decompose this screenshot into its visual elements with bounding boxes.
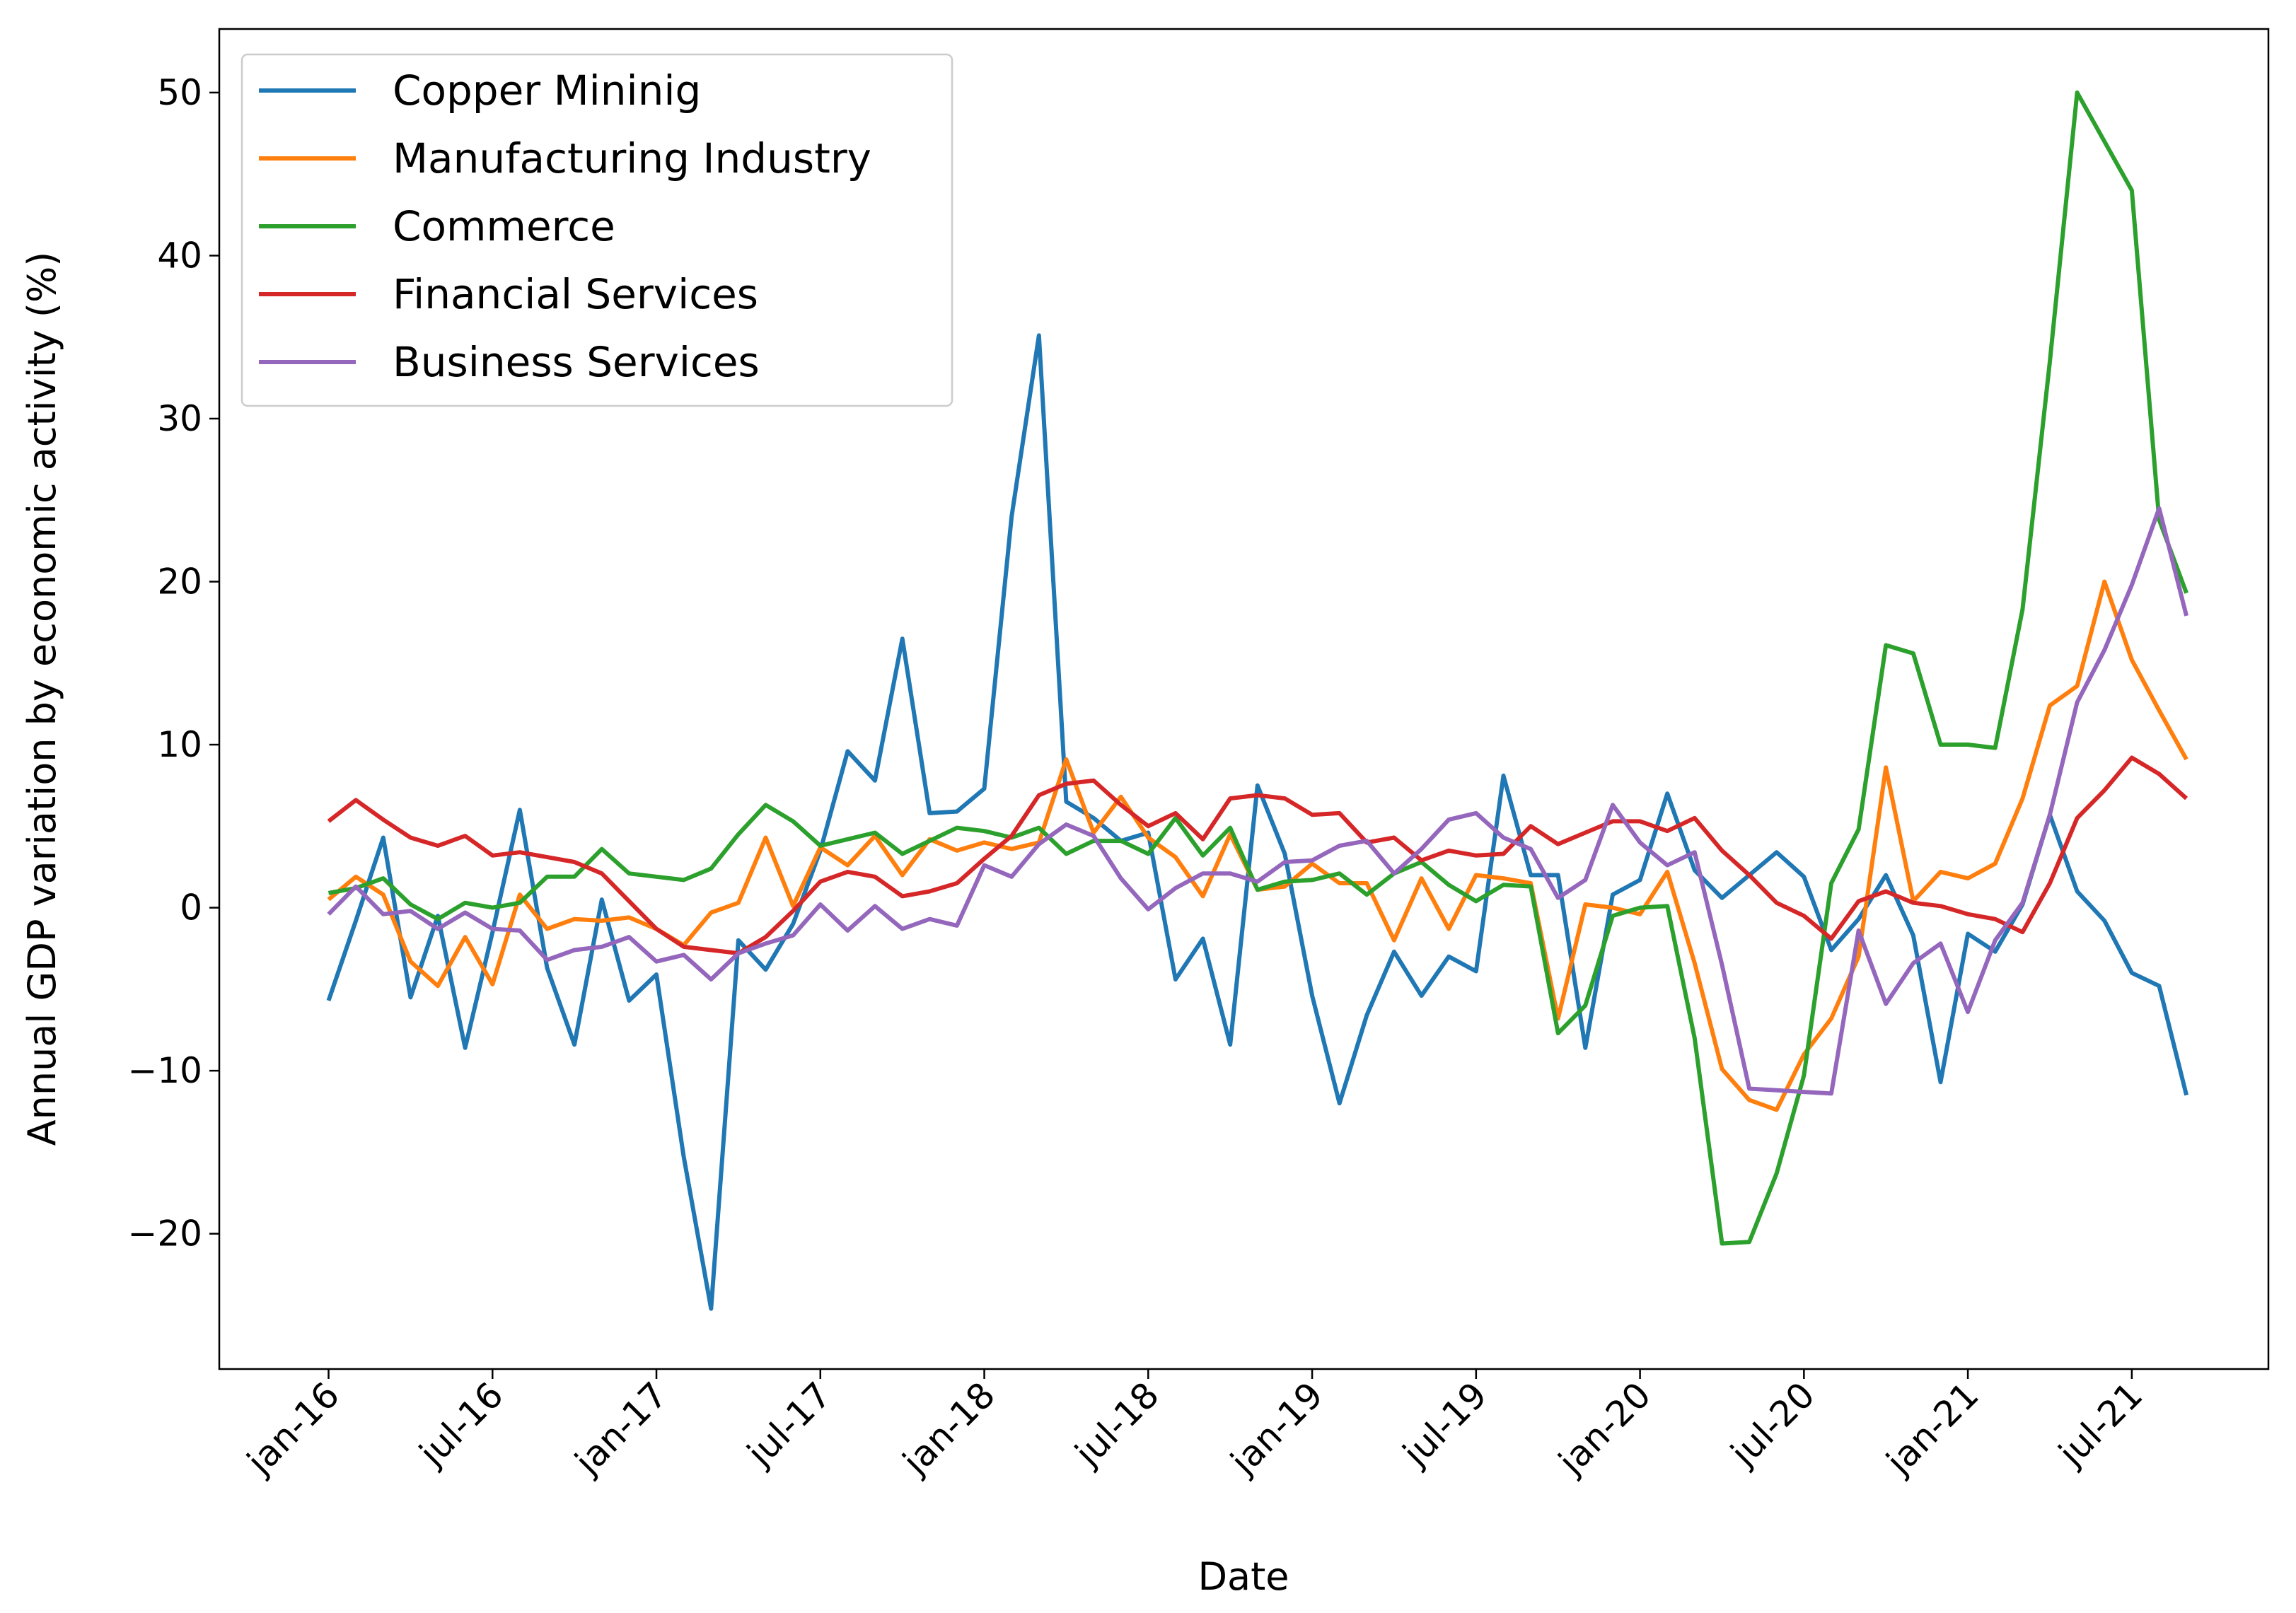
legend: Copper Mininig Manufacturing Industry Comm… [240,53,953,407]
y-tick-label: 30 [157,398,202,439]
y-axis-label: Annual GDP variation by economic activit… [20,252,64,1146]
x-tick-label: jul-16 [411,1374,511,1474]
legend-label: Commerce [393,202,615,250]
x-axis-label: Date [1198,1554,1289,1599]
x-tick-label: jan-17 [567,1374,675,1482]
plot-frame [218,28,2270,1370]
x-tick-label: jul-20 [1722,1374,1823,1474]
legend-label: Business Services [393,338,760,386]
y-tick-label: −20 [127,1213,202,1254]
x-tick-label: jan-20 [1550,1374,1659,1482]
x-tick-label: jan-16 [239,1374,347,1482]
x-tick-label: jul-19 [1395,1374,1495,1474]
y-tick-label: 40 [157,235,202,276]
legend-label: Copper Mininig [393,66,701,115]
x-tick-label: jan-18 [895,1374,1003,1482]
x-tick-label: jan-21 [1878,1374,1986,1482]
y-tick-label: −10 [127,1050,202,1091]
y-tick-label: 20 [157,561,202,602]
x-tick-label: jan-19 [1222,1374,1330,1482]
legend-box [240,53,953,407]
series-line-financial-services [327,755,2188,956]
series-line-commerce [327,90,2188,1246]
y-tick-label: 0 [180,887,202,928]
y-tick-label: 10 [157,724,202,765]
x-tick-label: jul-21 [2051,1374,2151,1474]
x-tick-label: jul-17 [739,1374,840,1474]
x-tick-label: jul-18 [1067,1374,1167,1474]
series-line-business-services [327,506,2189,1096]
series-line-copper-mininig [326,333,2189,1311]
legend-label: Manufacturing Industry [393,134,871,182]
y-tick-label: 50 [157,72,202,113]
legend-label: Financial Services [393,270,758,318]
